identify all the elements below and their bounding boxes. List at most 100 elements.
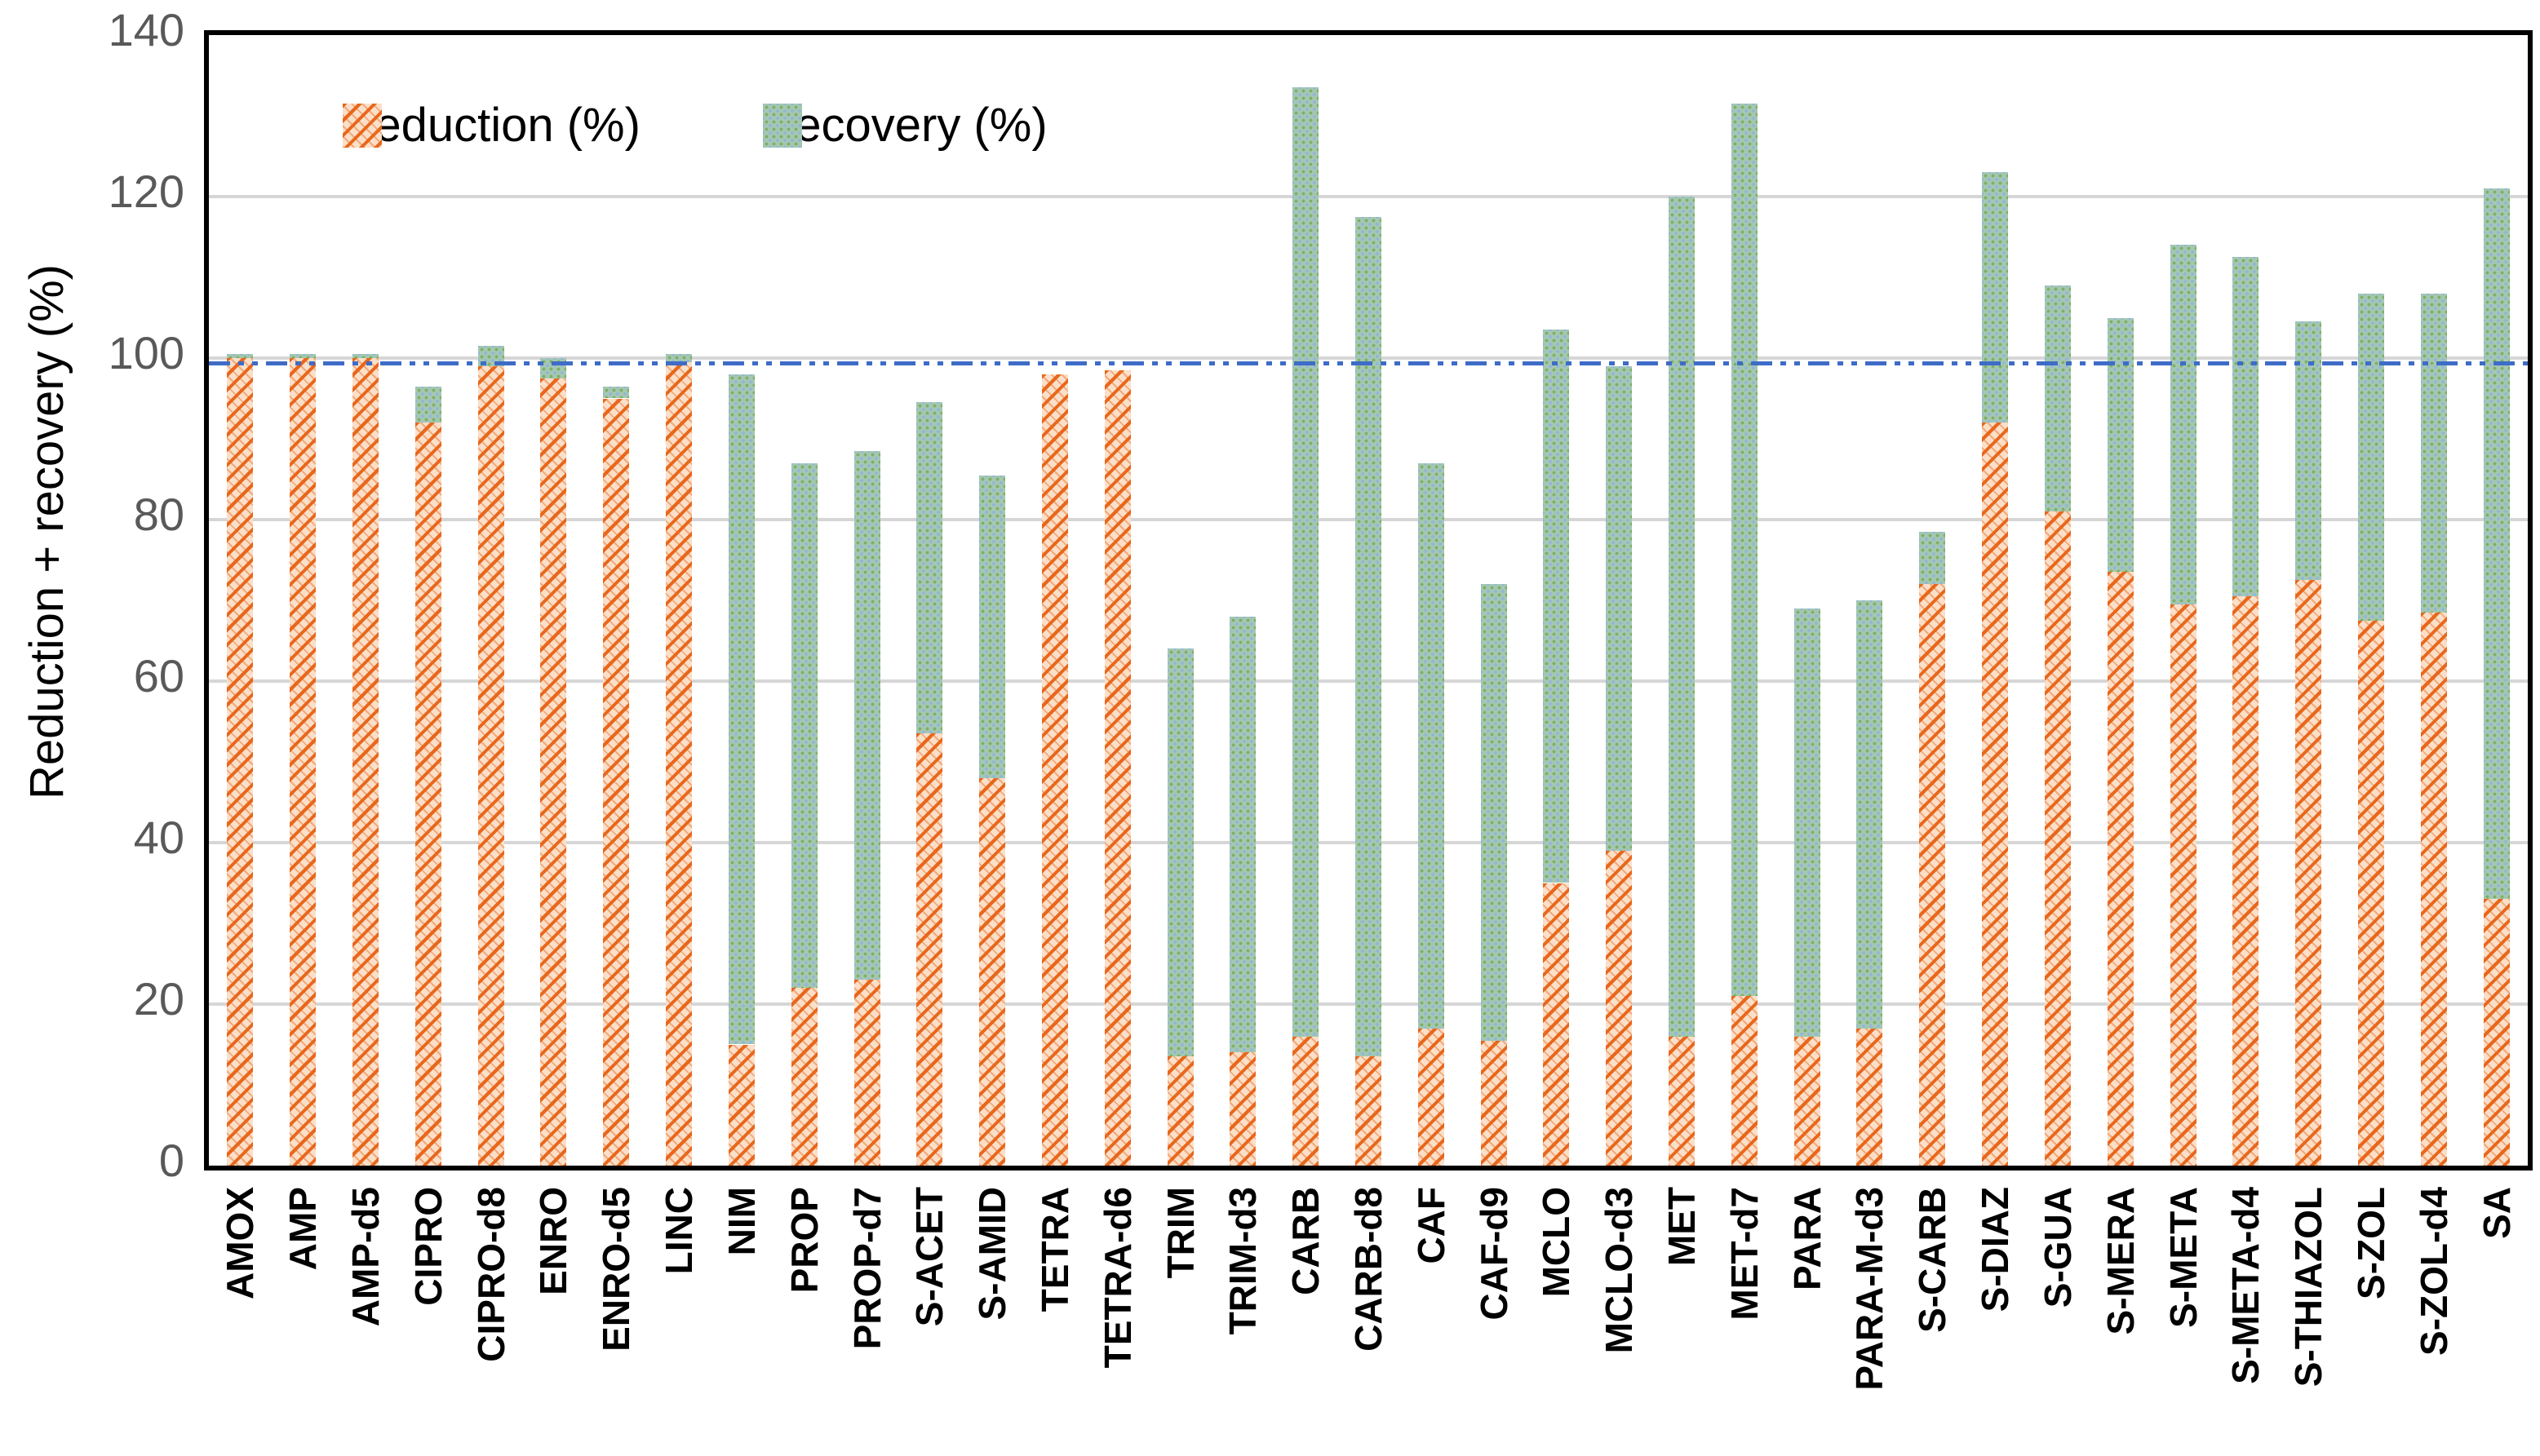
legend-item-recovery: recovery (%): [762, 99, 1048, 152]
bar-recovery-ENRO-d5: [603, 386, 630, 399]
bar-reduction-PARA: [1793, 1036, 1820, 1166]
bar-reduction-AMP-d5: [352, 358, 379, 1166]
x-label-ENRO: ENRO: [532, 1187, 575, 1295]
bar-recovery-S-MERA: [2107, 317, 2134, 573]
bar-recovery-SA: [2483, 188, 2510, 900]
y-tick-120: 120: [108, 166, 184, 217]
x-label-CARB-d8: CARB-d8: [1347, 1187, 1390, 1352]
x-label-S-MERA: S-MERA: [2099, 1187, 2142, 1335]
x-label-PROP: PROP: [782, 1187, 826, 1294]
x-label-AMOX: AMOX: [219, 1187, 262, 1299]
bar-recovery-CAF-d9: [1480, 584, 1507, 1041]
bar-recovery-CARB: [1292, 87, 1319, 1037]
y-tick-0: 0: [158, 1135, 184, 1186]
bar-reduction-S-GUA: [2044, 511, 2071, 1166]
x-label-AMP-d5: AMP-d5: [344, 1187, 388, 1327]
y-tick-40: 40: [133, 812, 184, 863]
x-label-S-THIAZOL: S-THIAZOL: [2287, 1187, 2330, 1387]
bar-reduction-CAF-d9: [1480, 1040, 1507, 1166]
x-label-S-GUA: S-GUA: [2036, 1187, 2079, 1308]
bar-recovery-AMOX: [227, 354, 254, 358]
x-label-S-CARB: S-CARB: [1911, 1187, 1954, 1333]
x-label-CARB: CARB: [1284, 1187, 1328, 1295]
bar-recovery-TRIM-d3: [1230, 616, 1257, 1053]
bar-reduction-ENRO-d5: [603, 398, 630, 1166]
legend-label-recovery: recovery (%): [778, 99, 1048, 152]
chart-legend: reduction (%) recovery (%): [343, 100, 1048, 152]
x-label-LINC: LINC: [658, 1187, 701, 1275]
x-label-S-ZOL-d4: S-ZOL-d4: [2412, 1187, 2455, 1356]
bar-recovery-PROP: [791, 462, 818, 989]
bar-recovery-S-ZOL: [2357, 293, 2384, 621]
bar-reduction-AMP: [290, 358, 317, 1166]
bar-reduction-LINC: [666, 361, 693, 1166]
x-label-TRIM-d3: TRIM-d3: [1221, 1187, 1265, 1335]
y-tick-80: 80: [133, 489, 184, 540]
bar-reduction-TETRA: [1041, 374, 1068, 1166]
bar-recovery-S-GUA: [2044, 285, 2071, 512]
bar-recovery-S-ZOL-d4: [2420, 293, 2447, 613]
plot-area: [204, 30, 2533, 1171]
x-label-AMP: AMP: [281, 1187, 325, 1271]
bar-recovery-S-META-d4: [2232, 257, 2259, 597]
x-label-CIPRO: CIPRO: [406, 1187, 450, 1306]
x-label-S-META-d4: S-META-d4: [2224, 1187, 2267, 1384]
bar-recovery-S-THIAZOL: [2295, 321, 2322, 581]
reduction-swatch-icon: [343, 104, 382, 148]
bar-reduction-S-ZOL: [2357, 620, 2384, 1166]
bar-recovery-PROP-d7: [853, 450, 880, 980]
bar-recovery-MCLO: [1543, 330, 1570, 883]
x-label-PROP-d7: PROP-d7: [845, 1187, 889, 1350]
x-label-SA: SA: [2475, 1187, 2518, 1239]
bar-reduction-CIPRO: [414, 423, 441, 1166]
x-label-CIPRO-d8: CIPRO-d8: [469, 1187, 512, 1362]
bar-reduction-TRIM-d3: [1230, 1052, 1257, 1166]
y-tick-20: 20: [133, 973, 184, 1025]
legend-label-reduction: reduction (%): [359, 99, 641, 152]
bar-recovery-S-META: [2170, 245, 2196, 604]
bar-reduction-S-THIAZOL: [2295, 580, 2322, 1166]
bar-recovery-PARA: [1793, 608, 1820, 1037]
gridline-120: [209, 195, 2528, 198]
bar-reduction-CARB: [1292, 1036, 1319, 1166]
y-tick-100: 100: [108, 327, 184, 378]
bar-reduction-TETRA-d6: [1104, 370, 1131, 1166]
bar-reduction-CAF: [1417, 1028, 1444, 1166]
x-label-ENRO-d5: ENRO-d5: [595, 1187, 638, 1352]
bar-reduction-ENRO: [540, 378, 567, 1166]
x-label-S-META: S-META: [2161, 1187, 2205, 1328]
bar-reduction-S-ZOL-d4: [2420, 612, 2447, 1166]
bar-reduction-S-AMID: [979, 777, 1006, 1166]
x-label-S-ZOL: S-ZOL: [2349, 1187, 2392, 1299]
recovery-swatch-icon: [762, 104, 802, 148]
bar-recovery-MET-d7: [1731, 104, 1758, 997]
x-label-MET-d7: MET-d7: [1722, 1187, 1766, 1321]
x-label-MCLO-d3: MCLO-d3: [1598, 1187, 1641, 1354]
y-tick-60: 60: [133, 650, 184, 701]
bar-reduction-CARB-d8: [1355, 1056, 1381, 1166]
bar-recovery-MET: [1669, 197, 1696, 1037]
bar-reduction-S-DIAZ: [1982, 423, 2009, 1166]
x-label-S-ACET: S-ACET: [908, 1187, 951, 1327]
legend-item-reduction: reduction (%): [343, 100, 641, 152]
bar-reduction-PROP: [791, 988, 818, 1166]
bar-reduction-PROP-d7: [853, 980, 880, 1166]
bar-reduction-CIPRO-d8: [477, 365, 504, 1166]
x-label-TETRA: TETRA: [1033, 1187, 1076, 1312]
bar-recovery-MCLO-d3: [1606, 365, 1633, 851]
bar-reduction-S-META-d4: [2232, 596, 2259, 1166]
x-label-NIM: NIM: [720, 1187, 763, 1256]
bar-recovery-AMP-d5: [352, 354, 379, 358]
bar-reduction-TRIM: [1167, 1056, 1194, 1166]
bar-reduction-S-ACET: [916, 733, 943, 1166]
bar-recovery-CARB-d8: [1355, 216, 1381, 1057]
bar-reduction-MET: [1669, 1036, 1696, 1166]
x-label-PARA-M-d3: PARA-M-d3: [1848, 1187, 1891, 1391]
bar-reduction-MET-d7: [1731, 996, 1758, 1166]
bar-reduction-MCLO-d3: [1606, 850, 1633, 1166]
x-label-MCLO: MCLO: [1535, 1187, 1578, 1298]
bar-recovery-S-ACET: [916, 402, 943, 734]
x-label-TETRA-d6: TETRA-d6: [1096, 1187, 1139, 1369]
bar-reduction-PARA-M-d3: [1856, 1028, 1883, 1166]
